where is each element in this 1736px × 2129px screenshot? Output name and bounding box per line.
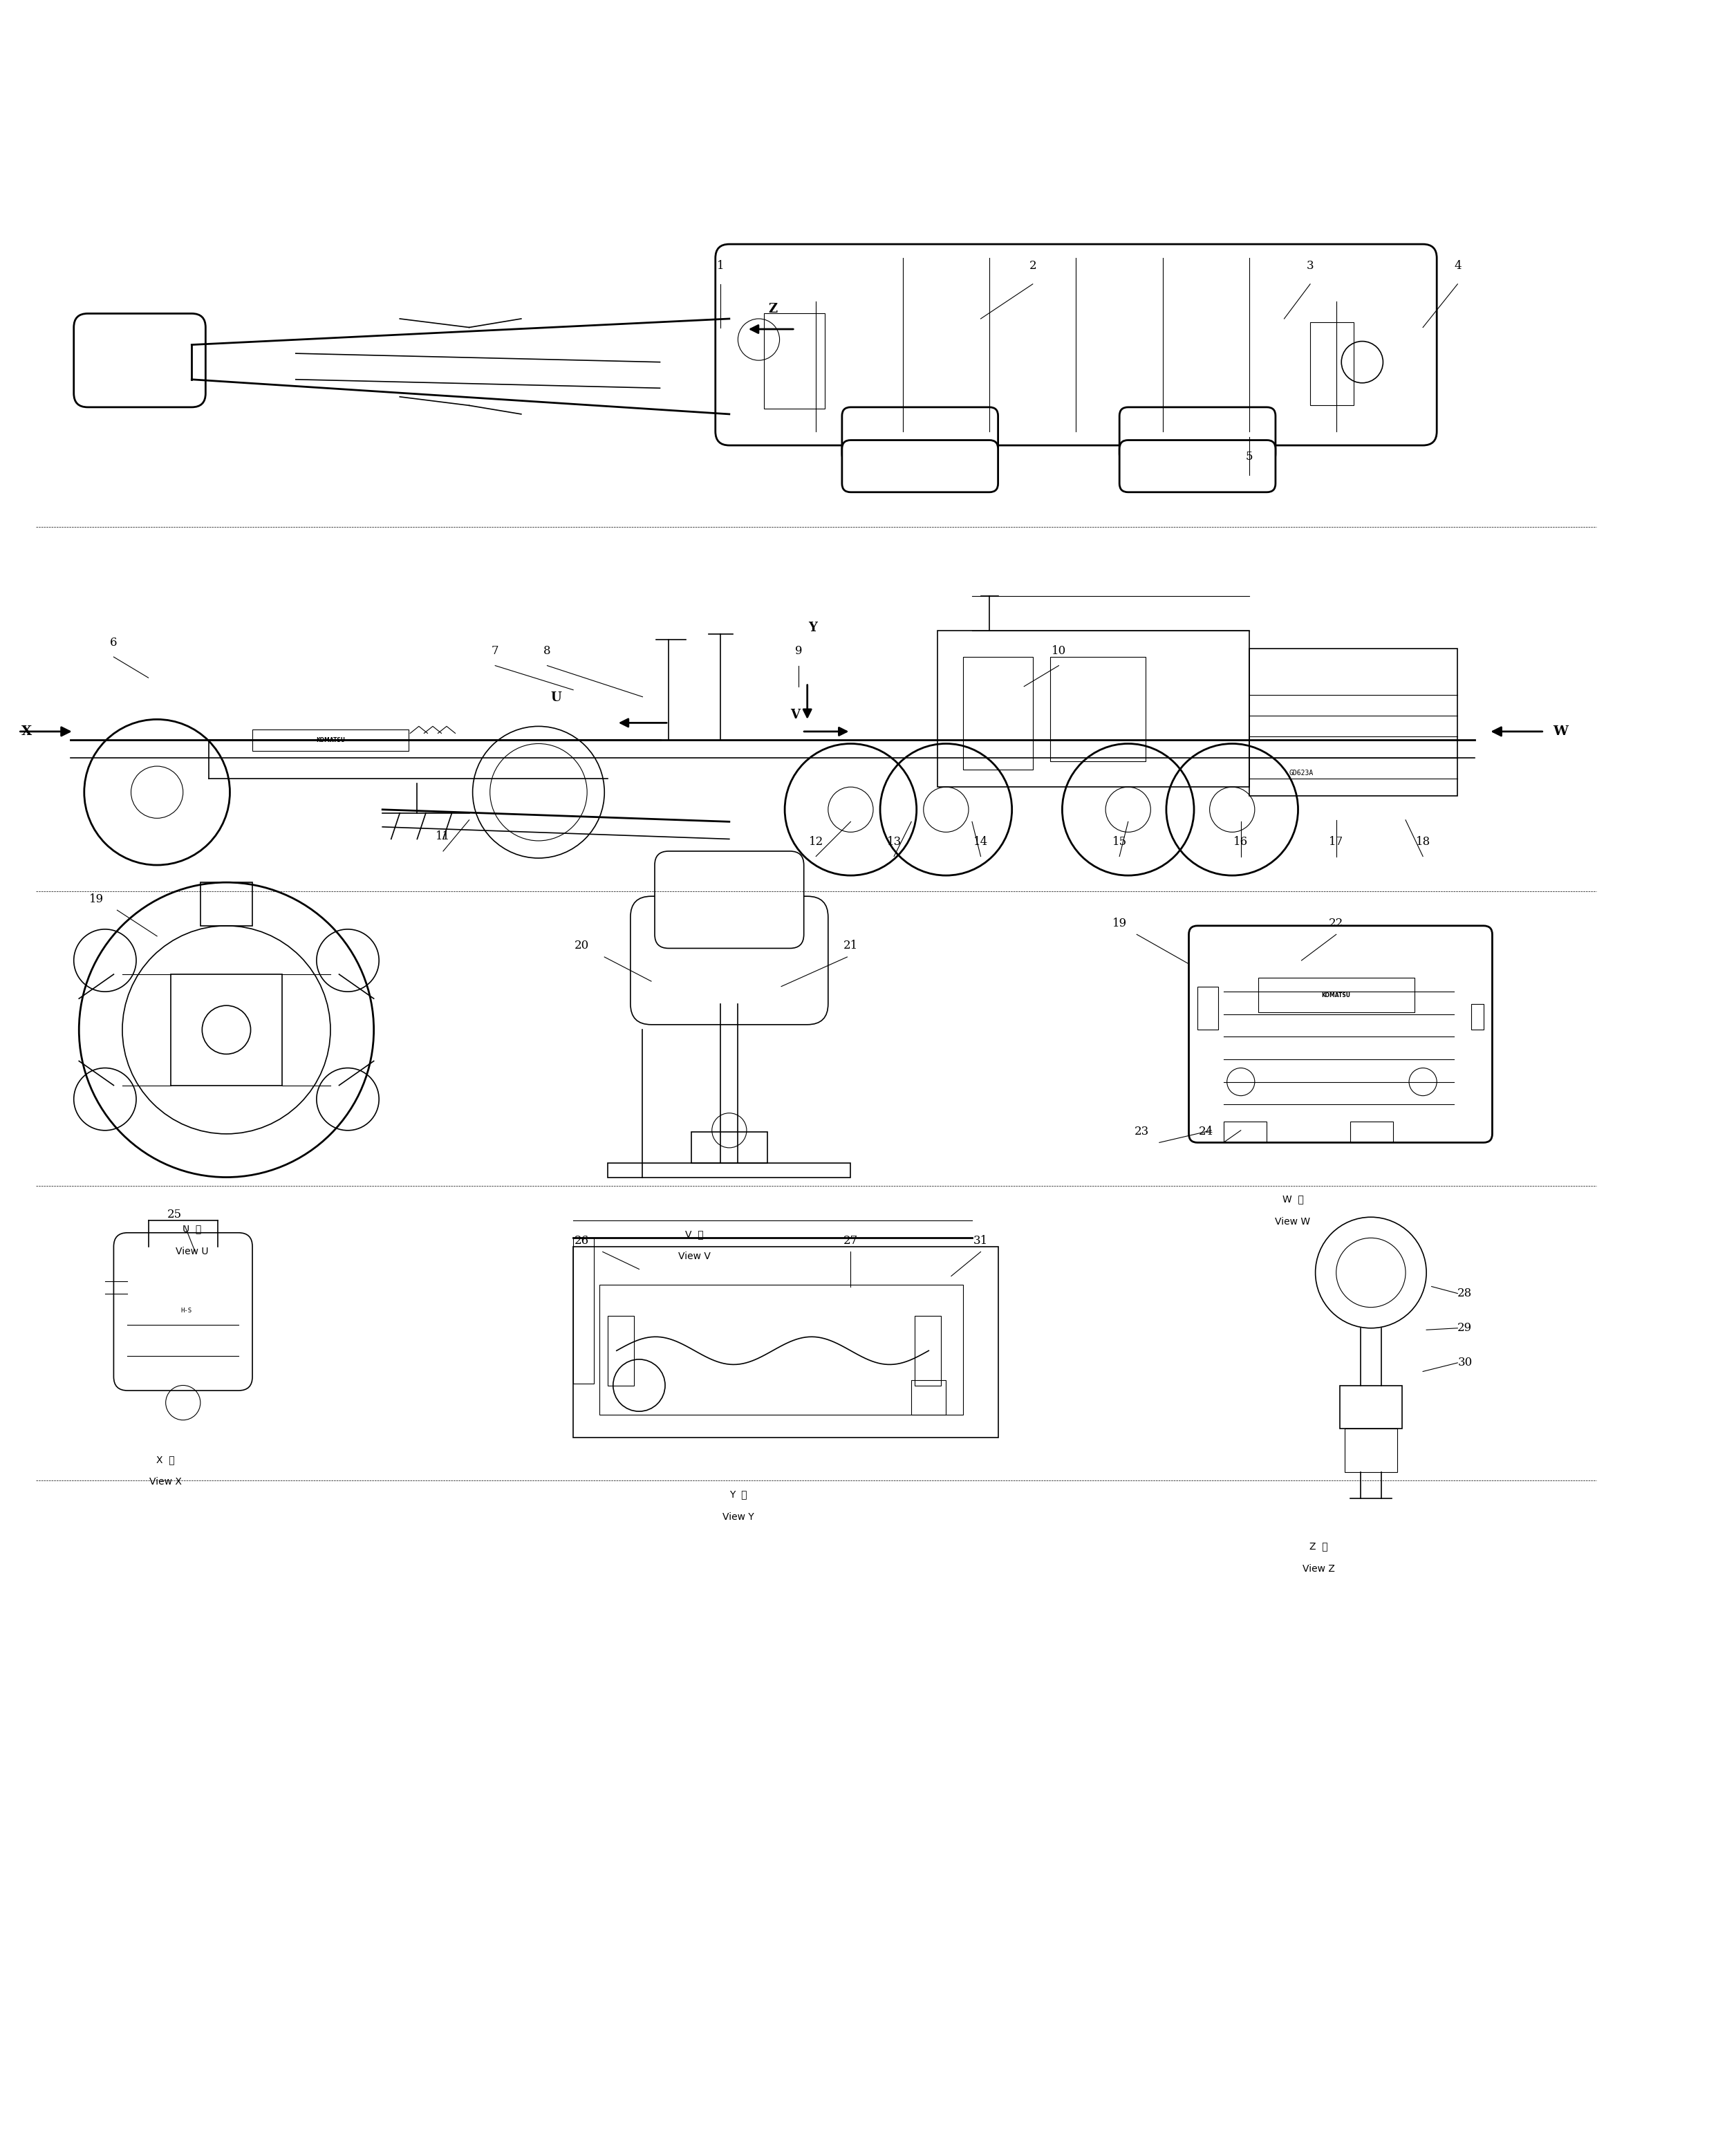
Bar: [1259, 977, 1415, 1013]
Bar: [1472, 1003, 1484, 1030]
Text: GD623A: GD623A: [1290, 771, 1314, 777]
Text: 24: 24: [1200, 1126, 1213, 1137]
Text: 1: 1: [717, 260, 724, 273]
Bar: [170, 975, 281, 1086]
Bar: [1340, 1386, 1403, 1429]
Text: 16: 16: [1234, 837, 1248, 847]
Text: V: V: [790, 709, 800, 722]
Bar: [911, 1380, 946, 1416]
Text: 4: 4: [1455, 260, 1462, 273]
Text: 22: 22: [1328, 918, 1344, 928]
Bar: [1250, 647, 1458, 796]
FancyBboxPatch shape: [842, 407, 998, 462]
Text: Z: Z: [767, 302, 778, 315]
Text: 3: 3: [1307, 260, 1314, 273]
FancyBboxPatch shape: [1120, 407, 1276, 462]
Text: 18: 18: [1415, 837, 1430, 847]
Bar: [573, 1248, 998, 1437]
Text: U: U: [550, 692, 561, 705]
Text: 21: 21: [844, 941, 858, 952]
Text: 7: 7: [491, 645, 498, 658]
Text: 30: 30: [1458, 1356, 1472, 1369]
Text: 14: 14: [974, 837, 988, 847]
Text: View X: View X: [149, 1478, 182, 1486]
Text: 10: 10: [1052, 645, 1066, 658]
Bar: [963, 658, 1033, 771]
FancyBboxPatch shape: [654, 852, 804, 947]
Text: View U: View U: [175, 1248, 208, 1256]
Text: 26: 26: [575, 1235, 589, 1248]
Text: 17: 17: [1328, 837, 1344, 847]
Bar: [691, 1133, 767, 1162]
Text: KOMATSU: KOMATSU: [316, 737, 345, 743]
Text: Y  視: Y 視: [729, 1490, 746, 1499]
Text: 12: 12: [809, 837, 823, 847]
Text: View W: View W: [1276, 1218, 1311, 1226]
Text: H-S: H-S: [181, 1307, 193, 1314]
Bar: [1224, 1122, 1267, 1143]
Bar: [252, 730, 408, 752]
Text: W: W: [1554, 726, 1568, 739]
Text: View Y: View Y: [722, 1512, 753, 1522]
Text: KOMATSU: KOMATSU: [1321, 992, 1351, 999]
Text: 20: 20: [575, 941, 589, 952]
Bar: [1345, 1429, 1397, 1471]
Bar: [1198, 986, 1219, 1030]
Text: 29: 29: [1458, 1322, 1472, 1335]
Bar: [608, 1316, 634, 1386]
Bar: [764, 313, 825, 409]
FancyBboxPatch shape: [75, 313, 205, 407]
Text: View Z: View Z: [1302, 1565, 1335, 1573]
Bar: [937, 630, 1250, 788]
Bar: [1311, 321, 1354, 405]
Text: 19: 19: [89, 894, 104, 905]
Text: 5: 5: [1246, 451, 1253, 462]
Text: Z  視: Z 視: [1309, 1541, 1328, 1552]
Text: Y: Y: [807, 622, 818, 634]
Text: 31: 31: [974, 1235, 988, 1248]
Text: 13: 13: [887, 837, 901, 847]
Text: 11: 11: [436, 830, 451, 843]
Text: 9: 9: [795, 645, 802, 658]
Text: 2: 2: [1029, 260, 1036, 273]
Text: 25: 25: [167, 1209, 182, 1220]
Bar: [599, 1284, 963, 1416]
Bar: [915, 1316, 941, 1386]
Text: V  視: V 視: [686, 1228, 703, 1239]
Text: View V: View V: [679, 1252, 710, 1262]
Text: 15: 15: [1113, 837, 1127, 847]
Text: 19: 19: [1113, 918, 1127, 928]
FancyBboxPatch shape: [630, 896, 828, 1024]
Text: X  視: X 視: [156, 1454, 175, 1465]
Text: 23: 23: [1135, 1126, 1149, 1137]
FancyBboxPatch shape: [1120, 441, 1276, 492]
Text: U  視: U 視: [182, 1224, 201, 1233]
Bar: [200, 881, 252, 926]
Text: 8: 8: [543, 645, 550, 658]
Bar: [573, 1237, 594, 1384]
Text: 6: 6: [109, 637, 118, 647]
Bar: [1050, 658, 1146, 760]
Text: X: X: [21, 726, 33, 739]
FancyBboxPatch shape: [842, 441, 998, 492]
Text: W  視: W 視: [1283, 1194, 1304, 1205]
Text: 27: 27: [844, 1235, 858, 1248]
Bar: [1351, 1122, 1394, 1143]
Bar: [608, 1162, 851, 1177]
Text: 28: 28: [1458, 1288, 1472, 1299]
